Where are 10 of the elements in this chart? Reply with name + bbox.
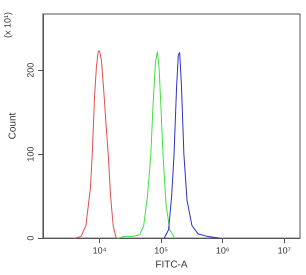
text: (x 10¹): [2, 12, 12, 38]
y-axis-title: Count: [8, 112, 18, 140]
x-tick-label: 10⁷: [278, 246, 291, 256]
y-tick-label: 0: [25, 236, 36, 241]
y-tick-label: 100: [25, 146, 36, 162]
x-tick-label: 10⁴: [92, 246, 107, 256]
x-tick-label: 10⁵: [154, 246, 168, 256]
x-tick-label: 10⁶: [216, 246, 230, 256]
x-axis-title: FITC-A: [155, 260, 188, 270]
y-tick-label: 200: [25, 62, 36, 78]
